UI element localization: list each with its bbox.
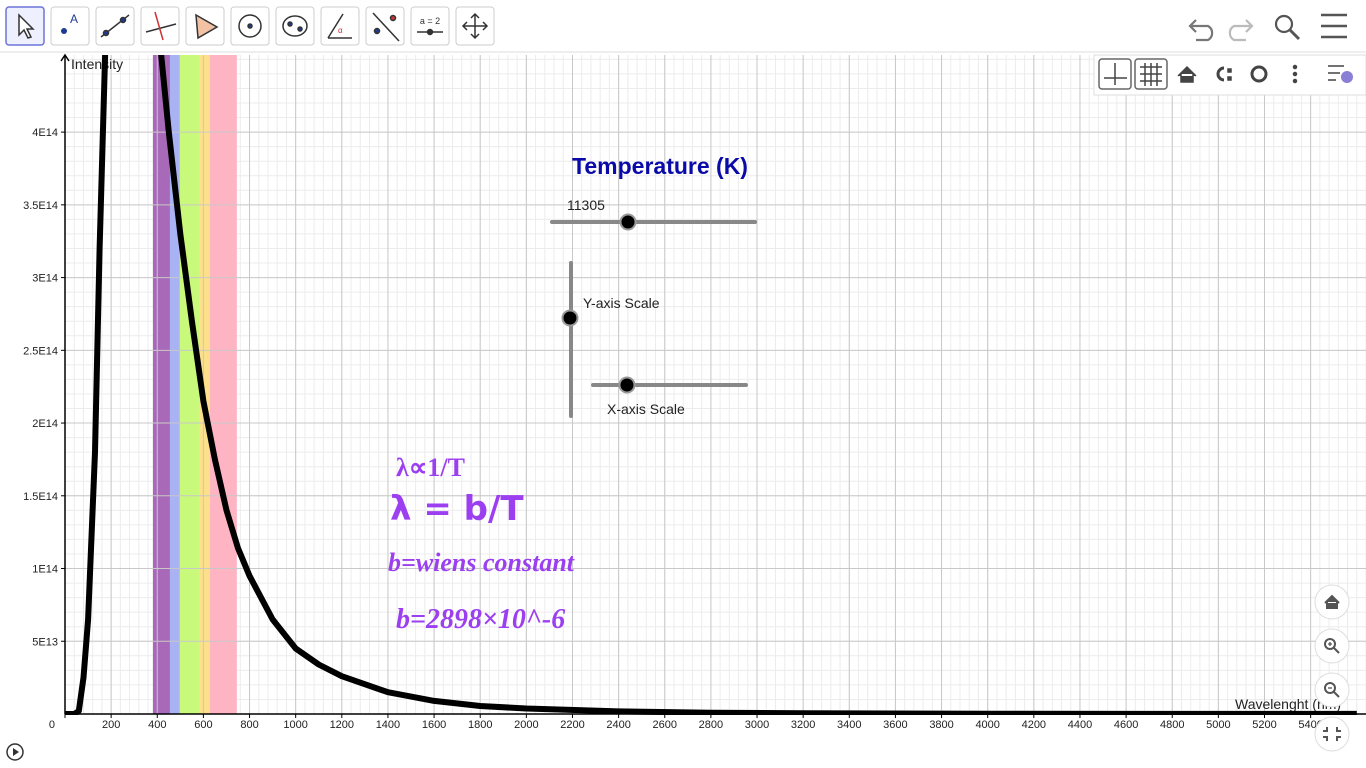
x-tick-label: 3200 [791,719,815,731]
x-tick-label: 0 [49,719,55,731]
redo[interactable] [1228,19,1254,42]
tool-reflect[interactable] [365,6,405,46]
zoom-icons [1323,594,1341,741]
y-tick-label: 5E13 [32,636,58,648]
spectrum-band [179,55,200,714]
graphics-view: 0 200 400 600 800 1000 1200 1400 1600 1800 2000 220… [23,53,1366,731]
x-tick-label: 3400 [837,719,861,731]
x-tick-label: 5000 [1206,719,1230,731]
curve [65,55,1357,715]
zoom-out[interactable] [1314,672,1350,708]
y-tick-label: 2E14 [32,418,58,430]
search[interactable] [1274,14,1294,34]
x-tick-label: 2000 [514,719,538,731]
x-tick-label: 1000 [283,719,307,731]
play-button[interactable] [6,743,24,761]
y-tick-label: 1.5E14 [23,491,58,503]
tool-line[interactable] [95,6,135,46]
tool-polygon[interactable] [185,6,225,46]
settings[interactable] [1250,65,1268,83]
annotation: λ = b/T [390,489,524,529]
play-icon [13,748,19,756]
zoom-in[interactable] [1314,628,1350,664]
spectrum-band [209,55,237,714]
x-tick-label: 1200 [330,719,354,731]
slider-title: Temperature (K) [572,153,748,179]
y-tick-label: 3E14 [32,273,58,285]
slider-value: 11305 [567,197,605,213]
point-capture[interactable] [1216,66,1225,82]
x-tick-label: 3800 [929,719,953,731]
slider-knob[interactable] [618,376,636,394]
y-tick-label: 4E14 [32,127,58,139]
x-tick-label: 5200 [1252,719,1276,731]
x-tick-label: 4800 [1160,719,1184,731]
tool-letter: A [70,12,78,26]
toggle-axes[interactable] [1098,58,1132,90]
annotation: b=2898×10^-6 [396,604,565,635]
algebra-toggle[interactable] [1328,65,1344,81]
annotation: b=wiens constant [388,548,575,577]
x-tick-label: 1800 [468,719,492,731]
fullscreen[interactable] [1314,716,1350,752]
slider-label: Y-axis Scale [583,295,660,311]
y-tick-label: 2.5E14 [23,345,58,357]
top-right-controls [1188,13,1347,42]
toolbar [0,0,1366,52]
x-tick-label: 2800 [699,719,723,731]
tool-slider[interactable] [410,6,450,46]
tool-circle[interactable] [230,6,270,46]
tool-text: a = 2 [420,16,440,26]
x-tick-label: 2400 [606,719,630,731]
slider-knob[interactable] [619,213,637,231]
x-tick-label: 200 [102,719,120,731]
x-tick-label: 4000 [975,719,999,731]
tool-ellipse[interactable] [275,6,315,46]
spectrum-band [169,55,180,714]
x-tick-label: 2600 [653,719,677,731]
menu[interactable] [1321,13,1347,39]
svg-text:α: α [338,26,343,35]
spectrum-band [199,55,210,714]
x-tick-label: 400 [148,719,166,731]
x-tick-label: 4600 [1114,719,1138,731]
annotation: λ∝1/T [396,453,465,482]
tool-move-view[interactable] [455,6,495,46]
x-tick-label: 4200 [1022,719,1046,731]
x-tick-label: 1400 [376,719,400,731]
slider-knob[interactable] [561,309,579,327]
slider-label: X-axis Scale [607,401,685,417]
tool-icons: α [18,11,489,42]
spectrum-band [152,55,170,714]
x-tick-label: 600 [194,719,212,731]
x-tick-label: 1600 [422,719,446,731]
tool-perpendicular[interactable] [140,6,180,46]
home-view[interactable] [1177,65,1197,83]
x-tick-label: 800 [240,719,258,731]
x-tick-label: 2200 [560,719,584,731]
tool-angle[interactable] [320,6,360,46]
tool-point[interactable] [50,6,90,46]
x-tick-label: 4400 [1068,719,1092,731]
style-bar [1093,54,1366,96]
x-tick-label: 3000 [745,719,769,731]
undo[interactable] [1188,19,1214,42]
y-axis-arrow [60,53,70,62]
x-tick-label: 3600 [883,719,907,731]
toggle-grid[interactable] [1134,58,1168,90]
y-axis-label: Intensity [71,56,123,72]
y-tick-label: 1E14 [32,564,58,576]
x-axis-label: Wavelenght (nm) [1235,696,1341,712]
y-tick-label: 3.5E14 [23,200,58,212]
